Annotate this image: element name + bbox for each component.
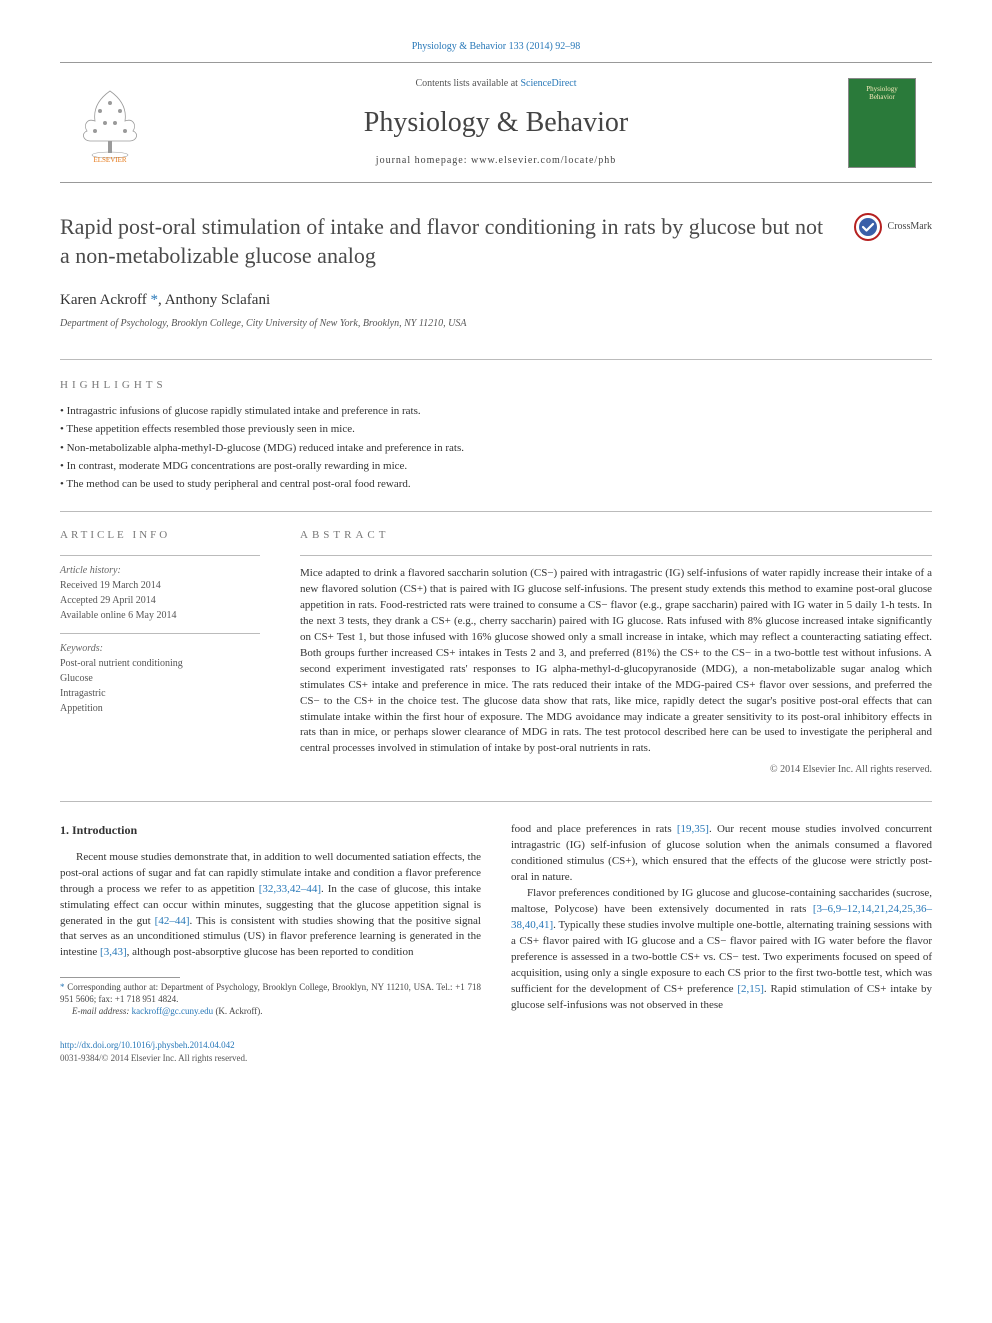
intro-heading: 1. Introduction bbox=[60, 822, 481, 839]
rule bbox=[60, 511, 932, 512]
rule bbox=[60, 555, 260, 556]
corresponding-footnote: * Corresponding author at: Department of… bbox=[60, 982, 481, 1017]
homepage-prefix: journal homepage: bbox=[376, 155, 471, 166]
rule bbox=[60, 359, 932, 360]
sciencedirect-link[interactable]: ScienceDirect bbox=[520, 78, 576, 89]
issn-copyright: 0031-9384/© 2014 Elsevier Inc. All right… bbox=[60, 1052, 481, 1065]
citation-link[interactable]: [32,33,42–44] bbox=[259, 883, 321, 895]
email-link[interactable]: kackroff@gc.cuny.edu bbox=[132, 1006, 214, 1016]
highlight-item: Non-metabolizable alpha-methyl-D-glucose… bbox=[60, 441, 932, 456]
abstract-text: Mice adapted to drink a flavored sacchar… bbox=[300, 566, 932, 757]
article-info-column: ARTICLE INFO Article history: Received 1… bbox=[60, 528, 260, 778]
intro-paragraph-cont: food and place preferences in rats [19,3… bbox=[511, 822, 932, 886]
citation-link[interactable]: [42–44] bbox=[155, 915, 190, 927]
highlight-item: Intragastric infusions of glucose rapidl… bbox=[60, 404, 932, 419]
doi-block: http://dx.doi.org/10.1016/j.physbeh.2014… bbox=[60, 1039, 481, 1065]
rule bbox=[60, 633, 260, 634]
citation-link[interactable]: [2,15] bbox=[737, 983, 764, 995]
affiliation: Department of Psychology, Brooklyn Colle… bbox=[60, 317, 932, 331]
citation-link[interactable]: [3,43] bbox=[100, 946, 127, 958]
journal-homepage-line: journal homepage: www.elsevier.com/locat… bbox=[160, 154, 832, 168]
body-column-right: food and place preferences in rats [19,3… bbox=[511, 822, 932, 1065]
highlight-item: In contrast, moderate MDG concentrations… bbox=[60, 459, 932, 474]
keywords-label: Keywords: bbox=[60, 642, 260, 656]
crossmark-badge[interactable]: CrossMark bbox=[854, 213, 932, 241]
email-label: E-mail address: bbox=[72, 1006, 132, 1016]
crossmark-icon bbox=[854, 213, 882, 241]
citation-link[interactable]: [19,35] bbox=[677, 823, 709, 835]
body-column-left: 1. Introduction Recent mouse studies dem… bbox=[60, 822, 481, 1065]
rule bbox=[60, 801, 932, 802]
sd-prefix: Contents lists available at bbox=[415, 78, 520, 89]
abstract-heading: ABSTRACT bbox=[300, 528, 932, 543]
keyword: Appetition bbox=[60, 702, 260, 716]
footnote-text: Corresponding author at: Department of P… bbox=[60, 982, 481, 1004]
svg-text:ELSEVIER: ELSEVIER bbox=[93, 156, 126, 163]
corresponding-asterisk: * bbox=[147, 292, 158, 308]
footnote-rule bbox=[60, 977, 180, 978]
text-run: food and place preferences in rats bbox=[511, 823, 677, 835]
sciencedirect-line: Contents lists available at ScienceDirec… bbox=[160, 77, 832, 91]
keyword: Intragastric bbox=[60, 687, 260, 701]
author-2: Anthony Sclafani bbox=[165, 292, 270, 308]
abstract-column: ABSTRACT Mice adapted to drink a flavore… bbox=[300, 528, 932, 778]
abstract-copyright: © 2014 Elsevier Inc. All rights reserved… bbox=[300, 763, 932, 777]
article-title: Rapid post-oral stimulation of intake an… bbox=[60, 213, 854, 270]
journal-header: ELSEVIER Contents lists available at Sci… bbox=[60, 62, 932, 183]
text-run: , although post-absorptive glucose has b… bbox=[127, 946, 414, 958]
elsevier-tree-icon: ELSEVIER bbox=[75, 83, 145, 163]
cover-text-1: Physiology bbox=[866, 85, 898, 93]
rule bbox=[300, 555, 932, 556]
publisher-logo: ELSEVIER bbox=[60, 83, 160, 163]
doi-link[interactable]: http://dx.doi.org/10.1016/j.physbeh.2014… bbox=[60, 1040, 235, 1050]
cover-text-2: Behavior bbox=[869, 93, 895, 101]
intro-paragraph: Flavor preferences conditioned by IG glu… bbox=[511, 886, 932, 1014]
journal-citation[interactable]: Physiology & Behavior 133 (2014) 92–98 bbox=[60, 40, 932, 54]
article-info-heading: ARTICLE INFO bbox=[60, 528, 260, 543]
keyword: Post-oral nutrient conditioning bbox=[60, 657, 260, 671]
highlights-heading: HIGHLIGHTS bbox=[60, 378, 932, 393]
online-date: Available online 6 May 2014 bbox=[60, 609, 260, 623]
crossmark-label: CrossMark bbox=[888, 220, 932, 234]
highlight-item: These appetition effects resembled those… bbox=[60, 422, 932, 437]
author-1: Karen Ackroff bbox=[60, 292, 147, 308]
article-history-label: Article history: bbox=[60, 564, 260, 578]
accepted-date: Accepted 29 April 2014 bbox=[60, 594, 260, 608]
journal-cover-thumb: Physiology Behavior bbox=[832, 78, 932, 168]
received-date: Received 19 March 2014 bbox=[60, 579, 260, 593]
intro-paragraph: Recent mouse studies demonstrate that, i… bbox=[60, 850, 481, 962]
highlights-list: Intragastric infusions of glucose rapidl… bbox=[60, 404, 932, 493]
author-sep: , bbox=[158, 292, 165, 308]
authors: Karen Ackroff *, Anthony Sclafani bbox=[60, 290, 932, 311]
homepage-url[interactable]: www.elsevier.com/locate/phb bbox=[471, 155, 616, 166]
highlight-item: The method can be used to study peripher… bbox=[60, 477, 932, 492]
footnote-asterisk: * bbox=[60, 982, 65, 992]
keyword: Glucose bbox=[60, 672, 260, 686]
email-suffix: (K. Ackroff). bbox=[213, 1006, 262, 1016]
journal-name: Physiology & Behavior bbox=[160, 103, 832, 142]
